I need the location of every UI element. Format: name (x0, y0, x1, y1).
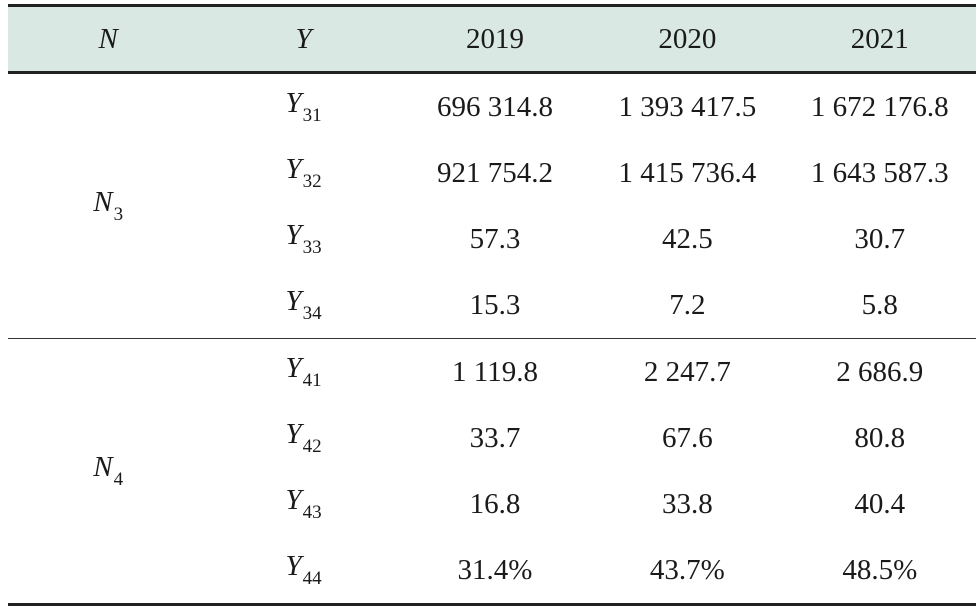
table-cell: 1 393 417.5 (618, 90, 757, 123)
row-label-var: Y (285, 352, 302, 384)
group-n4: N4 Y41 1 119.8 2 247.7 2 686.9 Y42 33.7 … (8, 338, 976, 606)
row-label: Y33 (208, 206, 398, 272)
table-row: Y34 15.3 7.2 5.8 (8, 272, 976, 339)
table-cell: 16.8 (469, 487, 521, 520)
table-header: N Y 2019 2020 2021 (8, 4, 976, 74)
table-cell: 30.7 (854, 222, 906, 255)
row-label-sub: 34 (302, 303, 322, 324)
table-cell: 1 643 587.3 (810, 156, 949, 189)
table-cell: 48.5% (783, 537, 976, 606)
row-label-sub: 33 (302, 237, 322, 258)
table-cell: 40.4 (854, 487, 906, 520)
table-cell: 33.8 (662, 487, 713, 520)
table-cell: 42.5 (662, 222, 713, 255)
table-cell: 67.6 (662, 421, 713, 454)
table-cell: 1 415 736.4 (618, 156, 757, 189)
group-label-var: N (93, 451, 113, 483)
table-row: N4 Y41 1 119.8 2 247.7 2 686.9 (8, 338, 976, 606)
group-label-n4: N4 (8, 338, 209, 606)
row-label-sub: 44 (302, 568, 322, 589)
group-label-sub: 4 (113, 469, 124, 490)
table-cell: 921 754.2 (436, 156, 553, 189)
table-cell: 15.3 (398, 272, 592, 339)
table-cell: 7.2 (591, 272, 784, 339)
table-cell: 80.8 (854, 421, 906, 454)
row-label: Y41 (208, 339, 398, 406)
row-label: Y43 (208, 471, 398, 537)
row-label-sub: 43 (302, 502, 322, 523)
table-cell: 696 314.8 (436, 90, 553, 123)
header-year-2019: 2019 (398, 4, 592, 74)
table-cell: 2 247.7 (643, 355, 731, 388)
row-label-var: Y (285, 153, 302, 185)
table-cell: 33.7 (469, 421, 521, 454)
group-label-n3: N3 (8, 72, 209, 339)
table-cell: 43.7% (591, 537, 784, 606)
table-row: Y43 16.8 33.8 40.4 (8, 471, 976, 537)
header-year-2021: 2021 (783, 4, 976, 74)
row-label-sub: 31 (302, 105, 322, 126)
row-label: Y31 (208, 73, 398, 141)
row-label: Y34 (208, 272, 399, 339)
row-label-sub: 42 (302, 436, 322, 457)
header-y: Y (208, 4, 399, 74)
group-label-var: N (93, 186, 113, 218)
group-n3: N3 Y31 696 314.8 1 393 417.5 1 672 176.8… (8, 72, 976, 339)
group-label-sub: 3 (113, 204, 124, 225)
row-label: Y42 (208, 405, 398, 471)
table-cell: 1 672 176.8 (810, 90, 949, 123)
row-label-var: Y (285, 87, 302, 119)
table-cell: 5.8 (783, 272, 976, 339)
table-row: Y33 57.3 42.5 30.7 (8, 206, 976, 272)
row-label-var: Y (285, 484, 302, 516)
table-cell: 1 119.8 (452, 355, 538, 388)
header-row: N Y 2019 2020 2021 (8, 4, 976, 74)
row-label-var: Y (285, 418, 302, 450)
header-n: N (8, 4, 209, 74)
table-row: Y32 921 754.2 1 415 736.4 1 643 587.3 (8, 140, 976, 206)
table-row: Y44 31.4% 43.7% 48.5% (8, 537, 976, 606)
table-cell: 31.4% (398, 537, 592, 606)
table-cell: 2 686.9 (836, 355, 924, 388)
header-year-2020: 2020 (591, 4, 784, 74)
table-row: Y42 33.7 67.6 80.8 (8, 405, 976, 471)
table-row: N3 Y31 696 314.8 1 393 417.5 1 672 176.8 (8, 72, 976, 339)
row-label: Y32 (208, 140, 398, 206)
row-label-var: Y (285, 550, 302, 582)
row-label-sub: 32 (302, 171, 322, 192)
row-label-var: Y (285, 219, 302, 251)
row-label: Y44 (208, 537, 399, 606)
row-label-var: Y (285, 285, 302, 317)
table-cell: 57.3 (469, 222, 521, 255)
row-label-sub: 41 (302, 370, 322, 391)
data-table: N Y 2019 2020 2021 N3 Y31 696 314.8 1 39… (8, 4, 976, 606)
data-table-container: N Y 2019 2020 2021 N3 Y31 696 314.8 1 39… (8, 4, 976, 606)
